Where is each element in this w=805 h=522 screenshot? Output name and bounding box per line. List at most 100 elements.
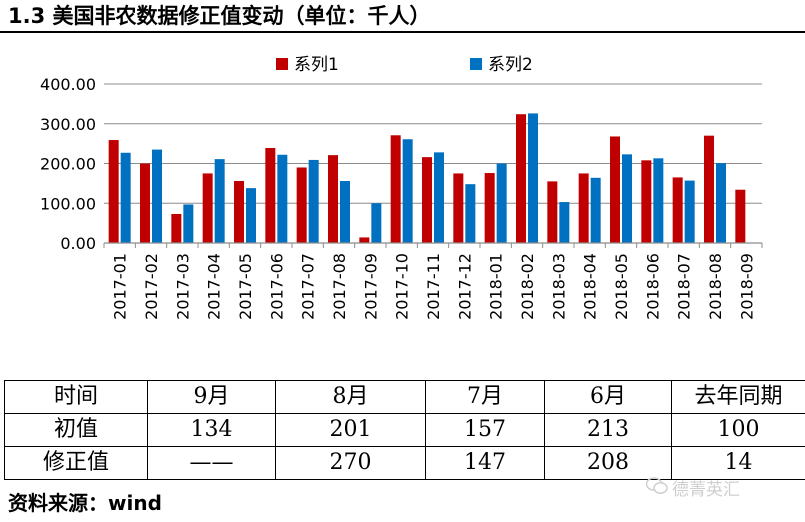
x-tick-label: 2017-06 bbox=[267, 253, 286, 320]
bar-系列2 bbox=[590, 177, 601, 243]
bar-系列2 bbox=[716, 163, 726, 243]
y-tick-label: 100.00 bbox=[40, 194, 96, 213]
x-tick-label: 2018-03 bbox=[549, 253, 568, 320]
bar-系列1 bbox=[641, 160, 652, 243]
table-header-cell: 6月 bbox=[544, 380, 672, 414]
bar-chart: 0.00 100.00 200.00 300.00 400.00 2017-01 2017-… bbox=[40, 55, 763, 320]
x-tick-label: 2018-05 bbox=[612, 253, 631, 320]
x-tick-label: 2017-07 bbox=[299, 253, 318, 320]
y-tick-label: 300.00 bbox=[40, 115, 96, 134]
table-header-row: 时间 9月 8月 7月 6月 去年同期 bbox=[4, 380, 805, 414]
legend-label: 系列1 bbox=[294, 55, 339, 75]
bar-系列1 bbox=[108, 140, 119, 243]
bar-系列1 bbox=[296, 167, 307, 243]
bar-系列2 bbox=[340, 180, 350, 243]
table-row-initial: 初值 134 201 157 213 100 bbox=[4, 413, 805, 447]
bar-系列2 bbox=[496, 163, 507, 243]
bar-系列1 bbox=[422, 157, 432, 243]
x-tick-label: 2017-09 bbox=[361, 253, 380, 320]
table-cell: —— bbox=[147, 446, 276, 480]
bar-系列2 bbox=[308, 159, 319, 243]
bar-系列2 bbox=[277, 154, 288, 243]
data-table: 时间 9月 8月 7月 6月 去年同期 初值 134 201 157 213 1… bbox=[4, 380, 805, 480]
bar-系列2 bbox=[152, 149, 162, 243]
bar-系列2 bbox=[371, 203, 382, 243]
bar-系列2 bbox=[465, 184, 476, 243]
y-tick-label: 200.00 bbox=[40, 155, 96, 174]
watermark: 德菁英汇 bbox=[645, 477, 740, 503]
wechat-icon bbox=[645, 477, 668, 503]
table-header-cell: 7月 bbox=[425, 380, 545, 414]
bar-系列1 bbox=[359, 237, 370, 243]
figure-title: 1.3 美国非农数据修正值变动（单位：千人） bbox=[8, 4, 431, 28]
bar-系列1 bbox=[328, 155, 338, 243]
x-tick-label: 2017-02 bbox=[142, 253, 161, 320]
bar-系列1 bbox=[704, 135, 714, 243]
source-note: 资料来源：wind bbox=[8, 491, 162, 515]
bar-系列2 bbox=[183, 204, 194, 243]
x-tick-label: 2017-01 bbox=[111, 253, 130, 320]
bar-系列1 bbox=[516, 114, 526, 244]
title-underline bbox=[0, 31, 805, 33]
table-cell: 270 bbox=[275, 446, 426, 480]
table-cell: 213 bbox=[544, 413, 672, 447]
bar-系列1 bbox=[578, 173, 589, 243]
bar-系列2 bbox=[214, 159, 225, 243]
x-tick-label: 2017-08 bbox=[330, 253, 349, 320]
y-tick-label: 0.00 bbox=[60, 234, 96, 253]
bar-系列2 bbox=[120, 152, 131, 243]
bar-系列2 bbox=[622, 154, 632, 243]
table-cell: 157 bbox=[425, 413, 545, 447]
bar-系列1 bbox=[547, 181, 558, 243]
bar-系列1 bbox=[234, 180, 244, 243]
bar-系列2 bbox=[559, 202, 570, 243]
watermark-text: 德菁英汇 bbox=[672, 480, 740, 500]
bar-系列1 bbox=[453, 173, 464, 243]
table-cell: 100 bbox=[671, 413, 805, 447]
x-tick-label: 2017-05 bbox=[236, 253, 255, 320]
x-tick-label: 2018-01 bbox=[487, 253, 506, 320]
table-header-cell: 8月 bbox=[275, 380, 426, 414]
x-tick-label: 2018-09 bbox=[737, 253, 756, 320]
bar-系列1 bbox=[265, 147, 276, 243]
bar-系列1 bbox=[140, 163, 150, 243]
bar-系列1 bbox=[202, 173, 213, 243]
table-cell: 14 bbox=[671, 446, 805, 480]
legend-label: 系列2 bbox=[488, 55, 533, 75]
bar-系列2 bbox=[402, 139, 413, 243]
table-row-label: 初值 bbox=[4, 413, 148, 447]
x-tick-label: 2018-02 bbox=[518, 253, 537, 320]
table-row-revised: 修正值 —— 270 147 208 14 bbox=[4, 446, 805, 480]
table-header-cell: 去年同期 bbox=[671, 380, 805, 414]
legend-swatch bbox=[470, 58, 482, 70]
bar-系列2 bbox=[653, 158, 664, 243]
bar-系列2 bbox=[246, 188, 256, 243]
table-cell: 201 bbox=[275, 413, 426, 447]
bar-系列1 bbox=[610, 136, 620, 243]
table-row-label: 修正值 bbox=[4, 446, 148, 480]
table-header-cell: 9月 bbox=[147, 380, 276, 414]
table-cell: 134 bbox=[147, 413, 276, 447]
bar-系列1 bbox=[171, 213, 182, 243]
x-tick-label: 2018-04 bbox=[581, 253, 600, 320]
table-header-cell: 时间 bbox=[4, 380, 148, 414]
bar-系列1 bbox=[484, 173, 495, 243]
table-cell: 147 bbox=[425, 446, 545, 480]
bar-系列1 bbox=[735, 189, 746, 243]
x-tick-label: 2017-10 bbox=[393, 253, 412, 320]
y-tick-label: 400.00 bbox=[40, 75, 96, 94]
x-tick-label: 2018-08 bbox=[706, 253, 725, 320]
x-tick-label: 2018-07 bbox=[675, 253, 694, 320]
x-tick-label: 2017-04 bbox=[205, 253, 224, 320]
legend-swatch bbox=[276, 58, 288, 70]
bar-系列1 bbox=[672, 177, 683, 243]
x-tick-label: 2017-03 bbox=[173, 253, 192, 320]
bar-系列2 bbox=[684, 180, 695, 243]
bar-系列2 bbox=[434, 152, 444, 243]
bar-系列1 bbox=[390, 135, 401, 243]
bar-系列2 bbox=[528, 113, 538, 243]
table-cell: 208 bbox=[544, 446, 672, 480]
x-tick-label: 2017-11 bbox=[424, 253, 443, 320]
x-tick-label: 2018-06 bbox=[643, 253, 662, 320]
x-tick-label: 2017-12 bbox=[455, 253, 474, 320]
